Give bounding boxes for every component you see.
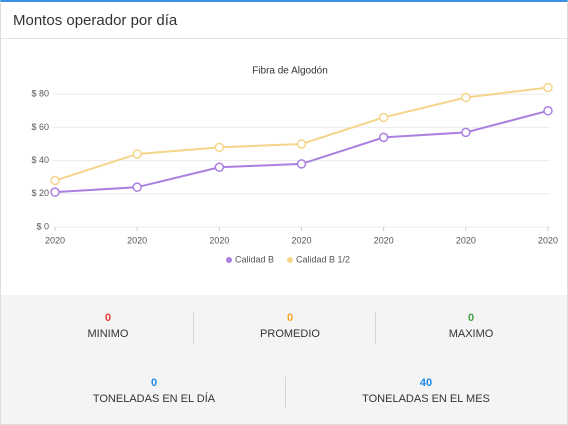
x-tick-label: 2020 <box>374 235 394 245</box>
point <box>132 149 142 159</box>
point <box>378 132 389 143</box>
stat-value: 0 <box>104 312 112 324</box>
y-tick-label: $ 60 <box>31 122 49 132</box>
x-tick-label: 2020 <box>209 235 229 245</box>
point <box>296 159 307 169</box>
stats-panel <box>1 295 567 424</box>
y-tick-label: $ 0 <box>36 221 49 231</box>
stat-value: 0 <box>467 312 475 324</box>
y-tick-label: $ 80 <box>31 89 49 99</box>
point <box>50 175 60 186</box>
stat-label: TONELADAS EN EL DÍA <box>92 393 216 405</box>
legend-label: Calidad B 1/2 <box>296 254 350 264</box>
chart-title: Fibra de Algodón <box>252 66 328 77</box>
divider <box>375 312 376 344</box>
stat-label: MINIMO <box>87 328 129 340</box>
point <box>461 92 471 103</box>
legend-marker <box>287 257 294 263</box>
legend-marker <box>226 257 232 263</box>
point <box>296 139 307 149</box>
stat-value: 0 <box>286 312 294 324</box>
point <box>214 142 225 153</box>
series-line <box>54 109 549 194</box>
point <box>214 162 225 172</box>
point <box>543 106 553 116</box>
legend-label: Calidad B <box>235 254 274 264</box>
x-tick-label: 2020 <box>45 235 65 245</box>
stat-label: PROMEDIO <box>260 328 320 340</box>
y-tick-label: $ 20 <box>31 188 49 198</box>
point <box>132 182 142 192</box>
point <box>50 187 60 197</box>
chart: Fibra de Algodón $ 0 $ 20 $ 40 $ 60 $ 80 2020… <box>31 66 558 265</box>
point <box>378 112 389 123</box>
card-title: Montos operador por día <box>13 12 178 29</box>
divider <box>193 312 194 344</box>
point <box>461 127 471 138</box>
x-tick-label: 2020 <box>538 235 558 245</box>
x-tick-label: 2020 <box>127 235 147 245</box>
x-tick-label: 2020 <box>291 235 311 245</box>
separator <box>1 38 567 39</box>
x-tick-label: 2020 <box>456 235 476 245</box>
stat-value: 0 <box>150 377 158 389</box>
stat-value: 40 <box>419 377 433 389</box>
stat-label: MAXIMO <box>448 328 494 340</box>
stat-label: TONELADAS EN EL MES <box>362 393 490 405</box>
divider <box>285 377 286 409</box>
y-tick-label: $ 40 <box>31 155 49 165</box>
point <box>543 82 553 93</box>
